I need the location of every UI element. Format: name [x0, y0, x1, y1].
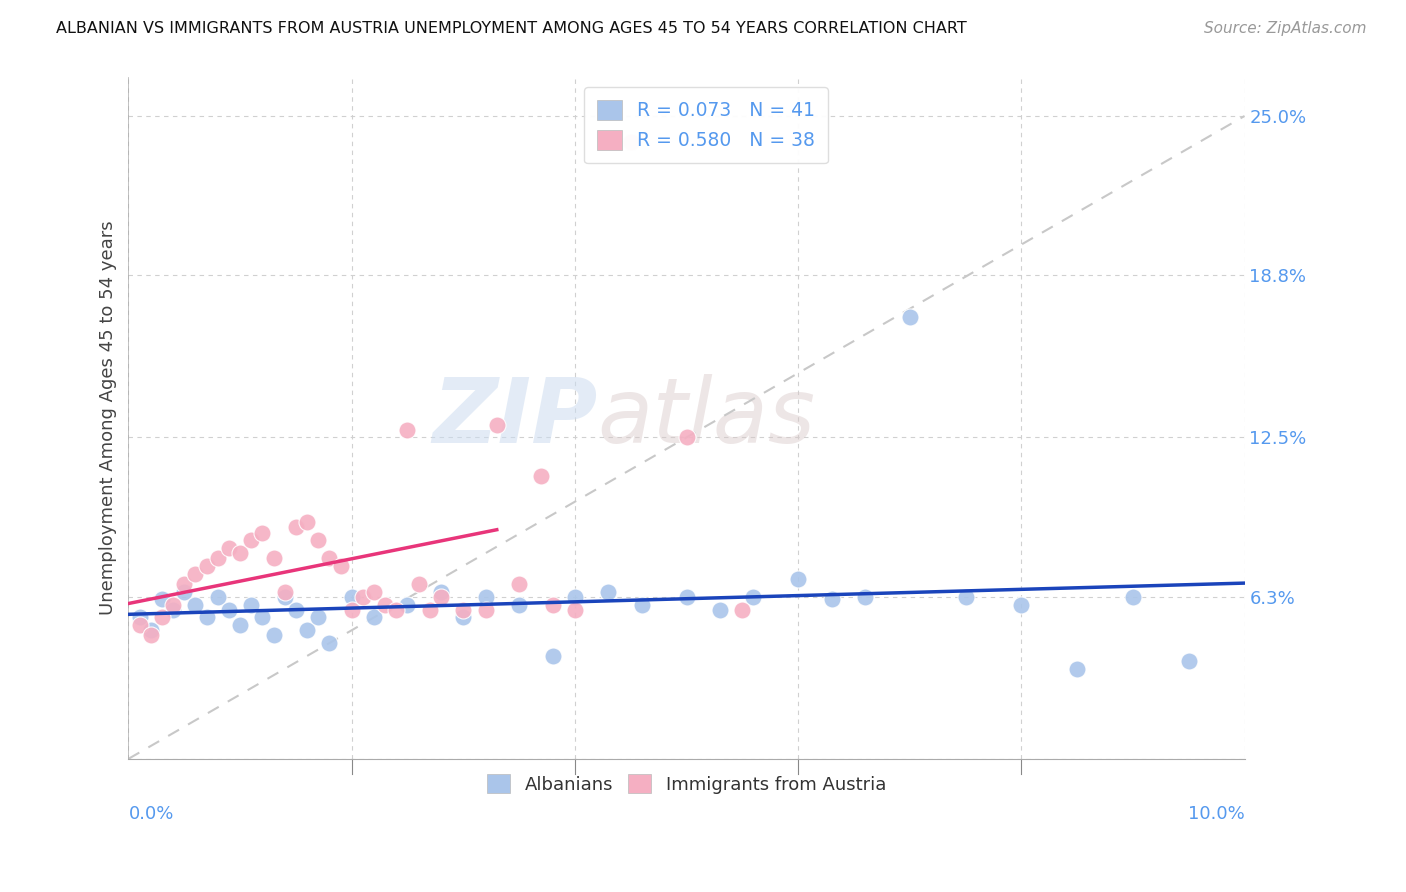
Point: [218, 541, 240, 555]
Point: [564, 603, 586, 617]
Point: [530, 469, 553, 483]
Point: [284, 603, 307, 617]
Point: [329, 559, 352, 574]
Text: atlas: atlas: [598, 374, 815, 462]
Point: [675, 430, 697, 444]
Point: [128, 618, 150, 632]
Point: [229, 618, 252, 632]
Point: [295, 516, 318, 530]
Point: [150, 592, 173, 607]
Point: [252, 525, 274, 540]
Point: [1066, 662, 1088, 676]
Point: [474, 603, 496, 617]
Point: [474, 590, 496, 604]
Point: [508, 598, 530, 612]
Point: [853, 590, 876, 604]
Point: [541, 598, 564, 612]
Point: [787, 572, 810, 586]
Point: [408, 577, 430, 591]
Point: [742, 590, 765, 604]
Point: [430, 590, 453, 604]
Point: [485, 417, 508, 432]
Point: [898, 310, 921, 324]
Point: [229, 546, 252, 560]
Point: [139, 624, 162, 638]
Point: [1122, 590, 1144, 604]
Point: [955, 590, 977, 604]
Point: [340, 603, 363, 617]
Point: [184, 598, 207, 612]
Point: [564, 590, 586, 604]
Point: [396, 598, 419, 612]
Point: [318, 636, 340, 650]
Point: [284, 520, 307, 534]
Point: [162, 598, 184, 612]
Point: [150, 610, 173, 624]
Point: [385, 603, 408, 617]
Point: [631, 598, 654, 612]
Point: [274, 584, 297, 599]
Point: [731, 603, 754, 617]
Point: [184, 566, 207, 581]
Point: [218, 603, 240, 617]
Point: [598, 584, 620, 599]
Point: [295, 624, 318, 638]
Point: [363, 584, 385, 599]
Point: [1010, 598, 1032, 612]
Point: [173, 584, 195, 599]
Point: [352, 590, 374, 604]
Text: 0.0%: 0.0%: [128, 805, 174, 823]
Point: [820, 592, 842, 607]
Point: [240, 533, 263, 548]
Point: [363, 610, 385, 624]
Text: ZIP: ZIP: [432, 374, 598, 462]
Point: [162, 603, 184, 617]
Point: [709, 603, 731, 617]
Y-axis label: Unemployment Among Ages 45 to 54 years: Unemployment Among Ages 45 to 54 years: [100, 221, 117, 615]
Text: 10.0%: 10.0%: [1188, 805, 1244, 823]
Point: [374, 598, 396, 612]
Point: [139, 628, 162, 642]
Point: [307, 610, 329, 624]
Point: [675, 590, 697, 604]
Text: Source: ZipAtlas.com: Source: ZipAtlas.com: [1204, 21, 1367, 36]
Point: [173, 577, 195, 591]
Point: [541, 648, 564, 663]
Point: [419, 603, 441, 617]
Point: [263, 551, 285, 566]
Point: [453, 610, 475, 624]
Point: [1177, 654, 1199, 668]
Text: ALBANIAN VS IMMIGRANTS FROM AUSTRIA UNEMPLOYMENT AMONG AGES 45 TO 54 YEARS CORRE: ALBANIAN VS IMMIGRANTS FROM AUSTRIA UNEM…: [56, 21, 967, 36]
Point: [207, 590, 229, 604]
Point: [318, 551, 340, 566]
Point: [207, 551, 229, 566]
Point: [195, 559, 218, 574]
Point: [128, 610, 150, 624]
Point: [263, 628, 285, 642]
Point: [340, 590, 363, 604]
Point: [252, 610, 274, 624]
Point: [307, 533, 329, 548]
Point: [274, 590, 297, 604]
Point: [396, 423, 419, 437]
Point: [430, 584, 453, 599]
Point: [240, 598, 263, 612]
Point: [195, 610, 218, 624]
Legend: Albanians, Immigrants from Austria: Albanians, Immigrants from Austria: [479, 766, 893, 801]
Point: [508, 577, 530, 591]
Point: [453, 603, 475, 617]
Point: [620, 135, 643, 149]
